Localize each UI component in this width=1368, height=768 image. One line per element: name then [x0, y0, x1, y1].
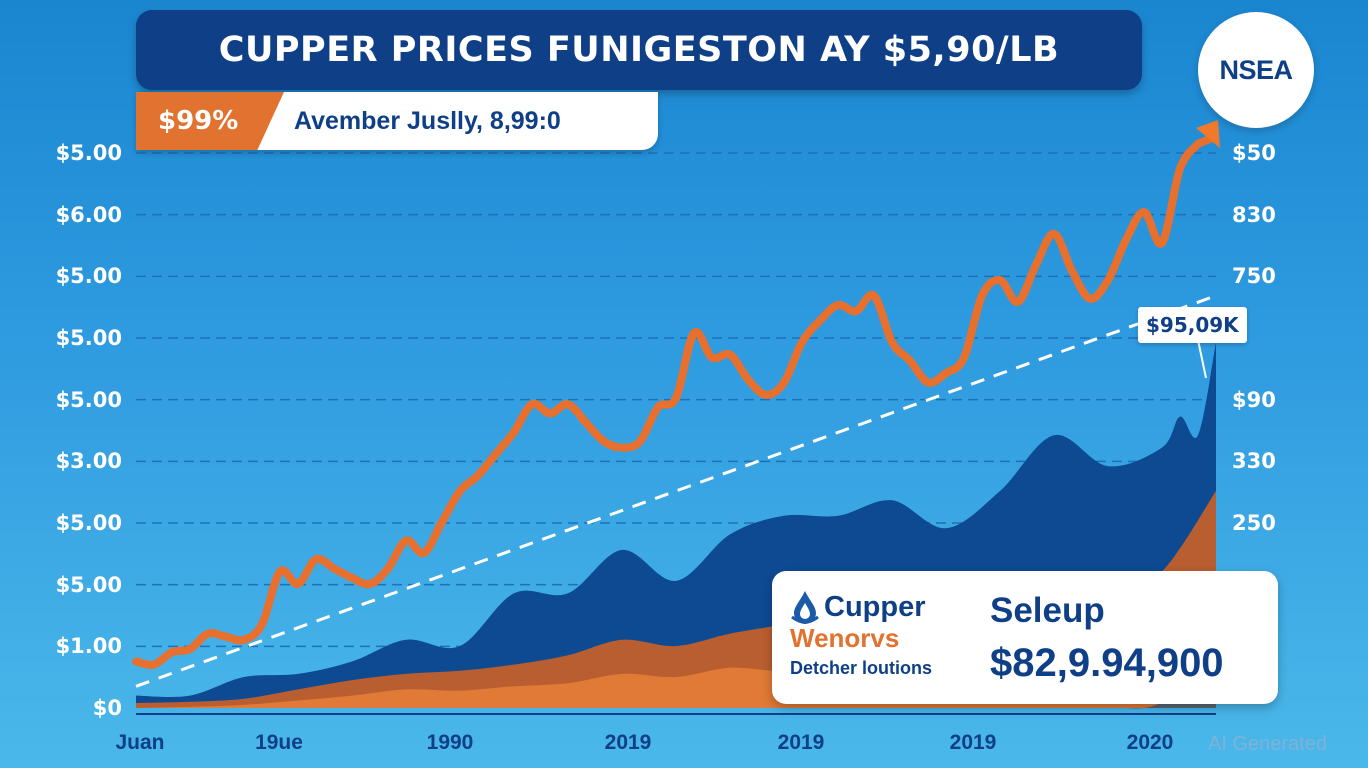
x-tick: 19ue: [255, 731, 303, 754]
subtitle-text: Avember Juslly, 8,99:0: [294, 106, 561, 135]
x-tick: Juan: [115, 731, 165, 754]
y-tick-left: $3.00: [55, 449, 122, 474]
y-tick-left: $5.00: [55, 141, 122, 165]
value-callout: $95,09K: [1138, 307, 1247, 343]
y-tick-right: $90: [1232, 387, 1276, 412]
brand-block: Cupper Wenorvs Detcher loutions: [790, 589, 932, 679]
y-tick-right: 750: [1232, 264, 1276, 289]
subtitle-banner: $99% Avember Juslly, 8,99:0: [136, 92, 658, 150]
y-tick-left: $5.00: [55, 264, 122, 289]
x-tick: 1990: [426, 731, 474, 754]
y-tick-right: $50: [1232, 141, 1276, 165]
callout-leader: [1197, 339, 1207, 379]
percent-badge: $99%: [136, 92, 284, 150]
x-tick: 2019: [949, 731, 997, 754]
card-value: $82,9.94,900: [990, 641, 1224, 685]
y-tick-left: $5.00: [55, 511, 122, 535]
y-tick-right: 330: [1232, 449, 1276, 474]
y-tick-left: $5.00: [55, 387, 122, 412]
brand-row: Cupper: [790, 589, 932, 625]
arrow-head-icon: [1196, 120, 1220, 148]
logo-text: NSEA: [1219, 54, 1293, 85]
x-tick: 2020: [1126, 731, 1174, 754]
brand-subtitle: Wenorvs: [790, 623, 900, 653]
y-tick-left: $6.00: [55, 202, 122, 227]
y-tick-left: $5.00: [55, 572, 122, 597]
watermark: AI Generated: [1208, 733, 1327, 755]
callout-text: $95,09K: [1146, 313, 1239, 337]
title-bar: CUPPER PRICES FUNIGESTON AY $5,90/LB: [136, 10, 1142, 90]
y-tick-right: 250: [1232, 511, 1276, 535]
price-line: [132, 134, 1216, 669]
logo: NSEA: [1198, 12, 1314, 128]
x-tick: 2019: [604, 731, 652, 754]
card-label: Seleup: [990, 591, 1105, 630]
chart-title: CUPPER PRICES FUNIGESTON AY $5,90/LB: [218, 30, 1060, 70]
y-tick-right: 830: [1232, 202, 1276, 227]
x-tick: 2019: [777, 731, 825, 754]
water-drop-icon: [791, 591, 819, 624]
y-tick-left: $0: [92, 696, 122, 720]
y-tick-left: $1.00: [55, 634, 122, 659]
info-card: Cupper Wenorvs Detcher loutions Seleup $…: [772, 571, 1278, 704]
brand-name: Cupper: [824, 590, 926, 623]
brand-tagline: Detcher loutions: [790, 658, 933, 678]
y-tick-left: $5.00: [55, 326, 122, 350]
